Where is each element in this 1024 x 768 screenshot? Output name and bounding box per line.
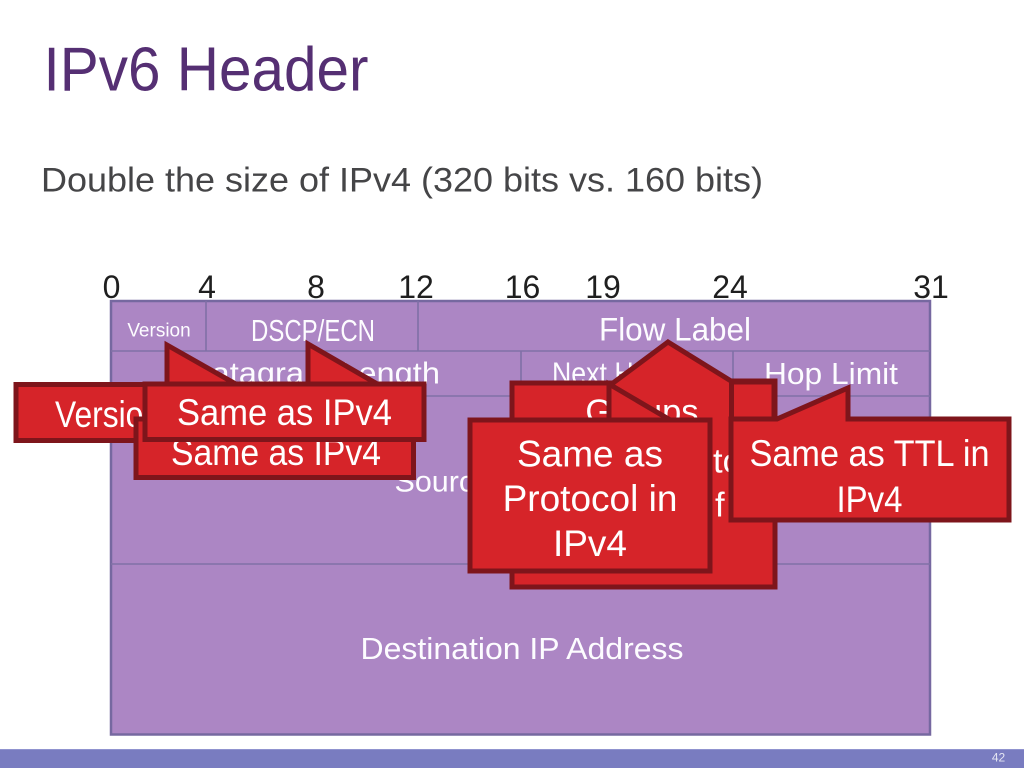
svg-text:4: 4	[198, 269, 216, 305]
svg-text:8: 8	[307, 269, 325, 305]
svg-text:Protocol in: Protocol in	[503, 478, 678, 519]
svg-text:16: 16	[505, 269, 541, 305]
svg-text:19: 19	[585, 269, 621, 305]
svg-text:DSCP/ECN: DSCP/ECN	[251, 313, 375, 348]
svg-text:f: f	[715, 487, 725, 525]
svg-text:IPv4: IPv4	[553, 523, 627, 564]
svg-text:0: 0	[103, 269, 121, 305]
svg-text:Same as TTL in: Same as TTL in	[750, 433, 990, 474]
svg-text:42: 42	[992, 751, 1006, 765]
svg-text:Same as IPv4: Same as IPv4	[177, 392, 392, 433]
svg-text:31: 31	[913, 269, 949, 305]
svg-text:Double the size of IPv4 (320 b: Double the size of IPv4 (320 bits vs. 16…	[41, 162, 763, 200]
svg-text:Destination IP Address: Destination IP Address	[361, 631, 684, 666]
svg-text:Hop Limit: Hop Limit	[764, 356, 898, 391]
svg-text:IPv4: IPv4	[837, 479, 903, 520]
svg-text:Flow Label: Flow Label	[599, 312, 751, 348]
svg-text:12: 12	[398, 269, 434, 305]
svg-text:24: 24	[712, 269, 748, 305]
svg-text:Version: Version	[127, 321, 190, 342]
svg-text:IPv6 Header: IPv6 Header	[44, 36, 369, 105]
svg-text:Same as: Same as	[517, 434, 663, 475]
